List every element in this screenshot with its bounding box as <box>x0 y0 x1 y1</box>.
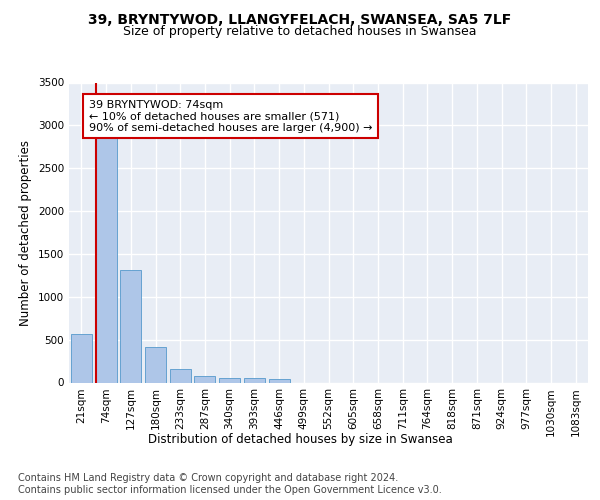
Bar <box>244 378 265 382</box>
Bar <box>120 270 141 382</box>
Text: 39, BRYNTYWOD, LLANGYFELACH, SWANSEA, SA5 7LF: 39, BRYNTYWOD, LLANGYFELACH, SWANSEA, SA… <box>88 12 512 26</box>
Text: Size of property relative to detached houses in Swansea: Size of property relative to detached ho… <box>123 25 477 38</box>
Bar <box>219 378 240 382</box>
Bar <box>170 369 191 382</box>
Bar <box>71 334 92 382</box>
Text: 39 BRYNTYWOD: 74sqm
← 10% of detached houses are smaller (571)
90% of semi-detac: 39 BRYNTYWOD: 74sqm ← 10% of detached ho… <box>89 100 372 133</box>
Text: Contains HM Land Registry data © Crown copyright and database right 2024.
Contai: Contains HM Land Registry data © Crown c… <box>18 474 442 495</box>
Text: Distribution of detached houses by size in Swansea: Distribution of detached houses by size … <box>148 432 452 446</box>
Y-axis label: Number of detached properties: Number of detached properties <box>19 140 32 326</box>
Bar <box>95 132 116 382</box>
Bar <box>269 379 290 382</box>
Bar <box>194 376 215 382</box>
Bar <box>145 348 166 382</box>
